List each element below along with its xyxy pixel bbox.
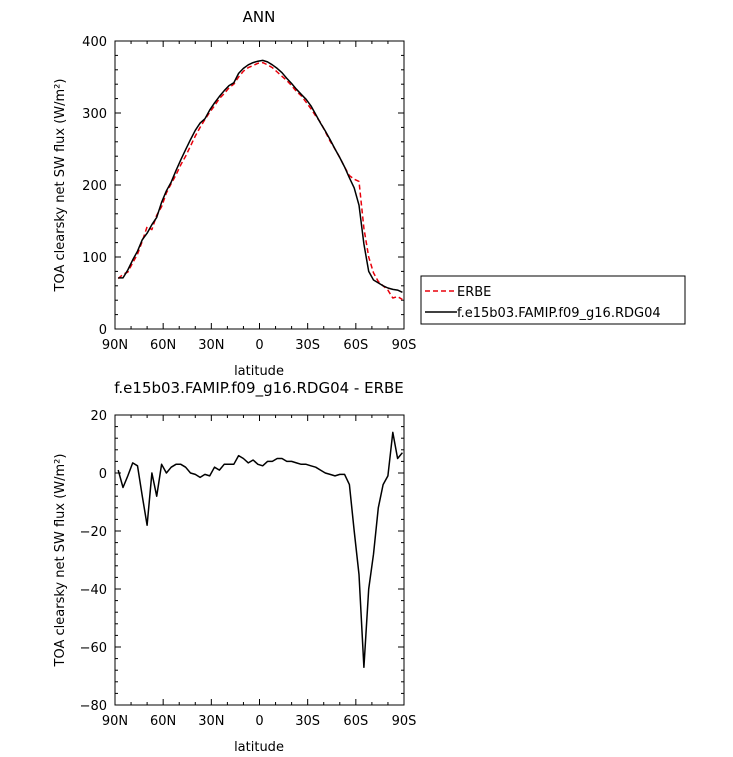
bottom-y-tick-label: −80 (80, 699, 107, 714)
bottom-y-ticks: −80 −60 −40 −20 0 20 (80, 409, 404, 714)
bottom-x-tick-label: 90S (392, 714, 417, 729)
bottom-chart-title: f.e15b03.FAMIP.f09_g16.RDG04 - ERBE (114, 379, 404, 398)
top-y-axis-label: TOA clearsky net SW flux (W/m²) (53, 79, 68, 293)
top-x-tick-label: 90N (102, 338, 128, 353)
bottom-x-tick-label: 90N (102, 714, 128, 729)
legend-label-model: f.e15b03.FAMIP.f09_g16.RDG04 (457, 306, 661, 321)
top-x-tick-label: 60N (150, 338, 176, 353)
top-x-axis-label: latitude (234, 364, 284, 379)
bottom-y-tick-label: −40 (80, 583, 107, 598)
bottom-x-tick-label: 30N (198, 714, 224, 729)
top-y-tick-label: 100 (82, 251, 107, 266)
bottom-panel: f.e15b03.FAMIP.f09_g16.RDG04 - ERBE 90N 6… (53, 379, 416, 755)
top-x-ticks: 90N 60N 30N 0 30S 60S 90S (102, 41, 417, 353)
bottom-y-tick-label: 0 (99, 467, 107, 482)
top-y-tick-label: 300 (82, 107, 107, 122)
bottom-x-ticks: 90N 60N 30N 0 30S 60S 90S (102, 415, 417, 729)
bottom-x-tick-label: 60S (343, 714, 368, 729)
top-plot-frame (114, 40, 405, 330)
bottom-series-line-difference (117, 431, 403, 669)
legend-box (420, 275, 686, 325)
bottom-x-tick-label: 30S (295, 714, 320, 729)
top-x-tick-label: 60S (343, 338, 368, 353)
top-y-ticks: 0 100 200 300 400 (82, 35, 404, 338)
legend-label-erbe: ERBE (457, 285, 491, 300)
top-x-tick-label: 90S (392, 338, 417, 353)
top-x-tick-label: 30N (198, 338, 224, 353)
top-series-layer (117, 59, 403, 301)
bottom-series-layer (117, 431, 403, 669)
bottom-x-tick-label: 0 (255, 714, 263, 729)
top-x-tick-label: 0 (255, 338, 263, 353)
top-y-tick-label: 0 (99, 323, 107, 338)
top-series-line-erbe (117, 61, 403, 301)
top-x-tick-label: 30S (295, 338, 320, 353)
top-y-tick-label: 400 (82, 35, 107, 50)
bottom-y-axis-label: TOA clearsky net SW flux (W/m²) (53, 454, 68, 668)
top-series-line-model (118, 59, 403, 293)
top-y-tick-label: 200 (82, 179, 107, 194)
bottom-x-tick-label: 60N (150, 714, 176, 729)
bottom-plot-frame (114, 414, 405, 706)
bottom-x-axis-label: latitude (234, 740, 284, 755)
bottom-y-tick-label: 20 (90, 409, 107, 424)
bottom-y-tick-label: −20 (80, 525, 107, 540)
top-chart-title: ANN (243, 8, 276, 26)
legend: ERBE f.e15b03.FAMIP.f09_g16.RDG04 (420, 275, 686, 325)
bottom-y-tick-label: −60 (80, 641, 107, 656)
top-panel: ANN 90N 60N 30N 0 30S 60S 90S 0 100 200 300 400 la… (53, 8, 416, 379)
